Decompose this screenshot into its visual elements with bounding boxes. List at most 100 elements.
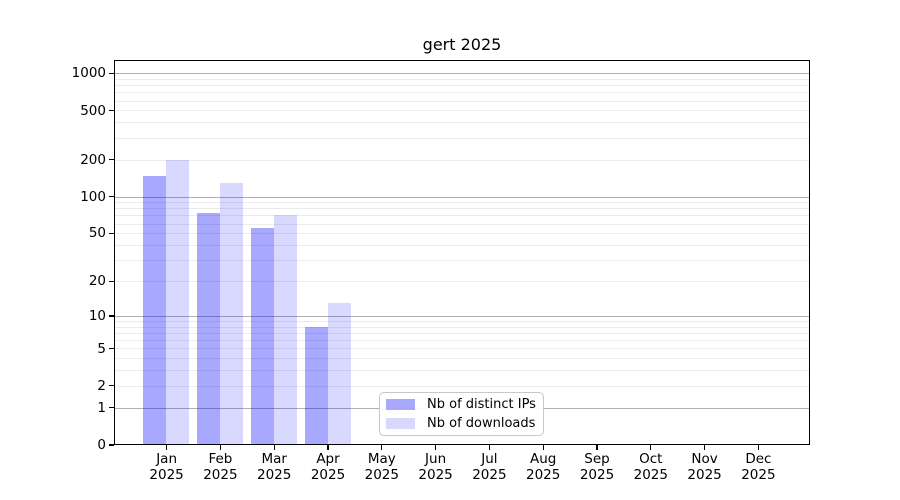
y-tick-label: 0 xyxy=(97,437,106,453)
x-tick-mark xyxy=(166,445,168,450)
minor-gridline xyxy=(115,92,809,94)
minor-gridline xyxy=(115,348,809,350)
x-tick-label-line: 2025 xyxy=(310,466,346,483)
x-tick-label-line: Apr xyxy=(316,451,340,467)
x-tick-label-line: 2025 xyxy=(257,466,292,483)
x-tick-label-line: Nov xyxy=(691,451,718,467)
x-tick-label-line: Oct xyxy=(639,451,663,467)
x-tick-label-line: Jul xyxy=(481,451,498,467)
y-tick-label: 1000 xyxy=(71,65,106,82)
chart-title: gert 2025 xyxy=(422,35,502,54)
minor-gridline xyxy=(115,223,809,225)
y-tick-label: 1 xyxy=(97,399,106,416)
x-tick-label-line: Dec xyxy=(745,451,772,467)
minor-gridline xyxy=(115,85,809,87)
x-tick-label: Apr 2025 xyxy=(296,451,360,483)
x-tick-label: Dec 2025 xyxy=(726,451,790,483)
y-tick-label: 10 xyxy=(88,308,106,324)
minor-gridline xyxy=(115,320,809,322)
minor-gridline xyxy=(115,332,809,334)
x-tick-label: Mar 2025 xyxy=(242,451,306,483)
x-tick-label: Aug 2025 xyxy=(511,451,575,483)
x-tick-mark xyxy=(704,445,706,450)
minor-gridline xyxy=(115,122,809,124)
x-tick-label: Jun 2025 xyxy=(404,451,468,483)
major-gridline xyxy=(115,73,809,75)
minor-gridline xyxy=(115,208,809,210)
major-gridline xyxy=(115,196,809,198)
x-tick-label: Jan 2025 xyxy=(135,451,199,483)
y-tick-mark xyxy=(108,407,114,409)
bar-distinct-ips xyxy=(304,326,328,444)
y-tick-mark xyxy=(108,196,114,198)
bar-downloads xyxy=(166,159,190,444)
bar-distinct-ips xyxy=(143,176,167,444)
x-tick-mark xyxy=(757,445,759,450)
x-tick-label-line: May xyxy=(367,451,396,467)
x-tick-label: Oct 2025 xyxy=(619,451,683,483)
minor-gridline xyxy=(115,100,809,102)
y-tick-label: 100 xyxy=(80,188,106,205)
y-tick-label: 5 xyxy=(97,340,106,357)
y-tick-mark xyxy=(108,280,114,282)
minor-gridline xyxy=(115,137,809,139)
minor-gridline xyxy=(115,340,809,342)
x-tick-mark xyxy=(650,445,652,450)
x-tick-label: Nov 2025 xyxy=(673,451,737,483)
x-tick-mark xyxy=(219,445,221,450)
y-tick-mark xyxy=(108,159,114,161)
y-tick-label: 500 xyxy=(80,102,106,119)
x-tick-label-line: 2025 xyxy=(741,466,776,483)
minor-gridline xyxy=(115,281,809,283)
x-tick-mark xyxy=(488,445,490,450)
x-tick-label: Jul 2025 xyxy=(457,451,521,483)
x-tick-mark xyxy=(542,445,544,450)
x-tick-mark xyxy=(327,445,329,450)
legend-item: Nb of downloads xyxy=(386,416,537,431)
y-tick-label: 20 xyxy=(88,273,106,290)
minor-gridline xyxy=(115,385,809,387)
x-tick-label: Feb 2025 xyxy=(188,451,252,483)
x-tick-mark xyxy=(381,445,383,450)
x-tick-label-line: 2025 xyxy=(579,466,615,483)
bar-downloads xyxy=(220,182,244,444)
minor-gridline xyxy=(115,245,809,247)
minor-gridline xyxy=(115,215,809,217)
bar-distinct-ips xyxy=(197,212,221,444)
bar-distinct-ips xyxy=(251,228,274,444)
x-tick-label-line: Aug xyxy=(530,451,557,467)
x-tick-label-line: 2025 xyxy=(418,466,453,483)
legend-swatch-distinct-ips xyxy=(386,399,415,410)
y-tick-mark xyxy=(108,72,114,74)
plot-area xyxy=(114,60,810,445)
minor-gridline xyxy=(115,370,809,372)
legend-label: Nb of distinct IPs xyxy=(427,397,536,412)
minor-gridline xyxy=(115,326,809,328)
y-tick-label: 2 xyxy=(97,377,106,394)
x-tick-mark xyxy=(435,445,437,450)
legend: Nb of distinct IPs Nb of downloads xyxy=(379,392,544,436)
minor-gridline xyxy=(115,110,809,112)
y-tick-mark xyxy=(108,444,114,446)
legend-swatch-downloads xyxy=(386,418,415,429)
x-tick-label-line: 2025 xyxy=(149,466,184,483)
y-tick-mark xyxy=(108,315,114,317)
x-tick-label-line: Sep xyxy=(584,451,610,467)
minor-gridline xyxy=(115,78,809,80)
minor-gridline xyxy=(115,233,809,235)
x-tick-label: May 2025 xyxy=(350,451,414,483)
x-tick-label-line: Jan xyxy=(156,451,177,467)
y-tick-mark xyxy=(108,109,114,112)
y-tick-label: 50 xyxy=(88,225,106,242)
y-tick-mark xyxy=(108,348,114,350)
legend-label: Nb of downloads xyxy=(427,416,536,431)
y-tick-label: 200 xyxy=(80,151,106,168)
major-gridline xyxy=(115,315,809,317)
minor-gridline xyxy=(115,159,809,161)
bar-downloads xyxy=(274,215,297,444)
x-tick-label-line: 2025 xyxy=(203,466,238,483)
y-tick-mark xyxy=(108,385,114,387)
x-tick-label-line: 2025 xyxy=(364,466,399,483)
y-tick-mark xyxy=(108,232,114,235)
